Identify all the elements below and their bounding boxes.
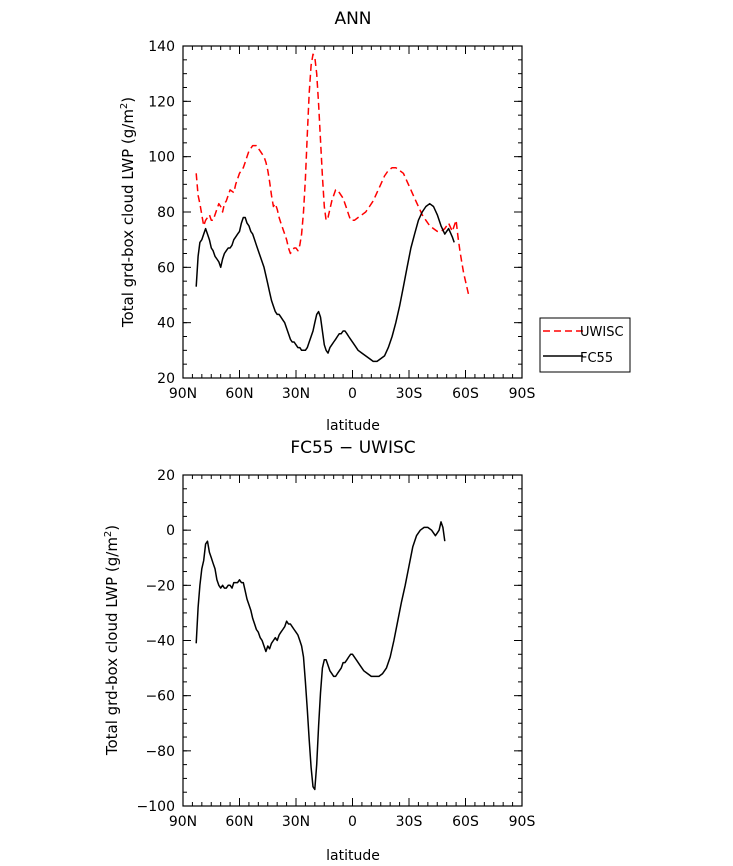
legend: UWISC FC55: [539, 317, 631, 373]
series-line-difference: [195, 521, 446, 791]
series-line-uwisc: [195, 53, 471, 298]
y-tick-label: −40: [145, 634, 175, 650]
x-tick-label: 30S: [396, 814, 423, 830]
x-tick-label: 0: [348, 386, 357, 402]
x-axis-label: latitude: [326, 418, 380, 434]
x-tick-label: 90N: [169, 386, 197, 402]
y-tick-label: 100: [148, 150, 175, 166]
y-tick-label: −100: [137, 799, 175, 815]
plot-frame: [182, 474, 523, 807]
x-tick-label: 30N: [282, 386, 310, 402]
y-tick-label: 0: [166, 523, 175, 539]
y-tick-label: 140: [148, 39, 175, 55]
series-line-fc55: [195, 202, 455, 363]
x-tick-label: 60N: [225, 386, 253, 402]
x-tick-label: 90S: [509, 386, 536, 402]
x-tick-label: 0: [348, 814, 357, 830]
x-tick-label: 30S: [396, 386, 423, 402]
y-tick-label: −80: [145, 744, 175, 760]
y-tick-label: −60: [145, 689, 175, 705]
legend-label-fc55: FC55: [580, 351, 613, 366]
plot-frame: [182, 45, 523, 379]
x-tick-label: 60S: [452, 814, 479, 830]
y-tick-label: 20: [157, 468, 175, 484]
y-axis-label: Total grd-box cloud LWP (g/m2): [103, 525, 121, 756]
y-tick-label: 80: [157, 205, 175, 221]
x-axis-label: latitude: [326, 848, 380, 864]
y-tick-label: −20: [145, 578, 175, 594]
difference-panel: FC55 − UWISC latitude Total grd-box clou…: [103, 438, 535, 864]
legend-box: [539, 317, 631, 373]
lwp-panel: ANN latitude Total grd-box cloud LWP (g/…: [119, 9, 535, 434]
x-tick-label: 60S: [452, 386, 479, 402]
x-tick-label: 30N: [282, 814, 310, 830]
x-tick-label: 90N: [169, 814, 197, 830]
y-axis-label: Total grd-box cloud LWP (g/m2): [119, 97, 137, 328]
y-tick-label: 40: [157, 316, 175, 332]
y-tick-label: 20: [157, 371, 175, 387]
chart-title: FC55 − UWISC: [290, 438, 415, 458]
y-tick-label: 60: [157, 260, 175, 276]
x-tick-label: 90S: [509, 814, 536, 830]
y-tick-label: 120: [148, 94, 175, 110]
legend-label-uwisc: UWISC: [580, 325, 624, 340]
chart-title: ANN: [334, 9, 371, 29]
x-tick-label: 60N: [225, 814, 253, 830]
